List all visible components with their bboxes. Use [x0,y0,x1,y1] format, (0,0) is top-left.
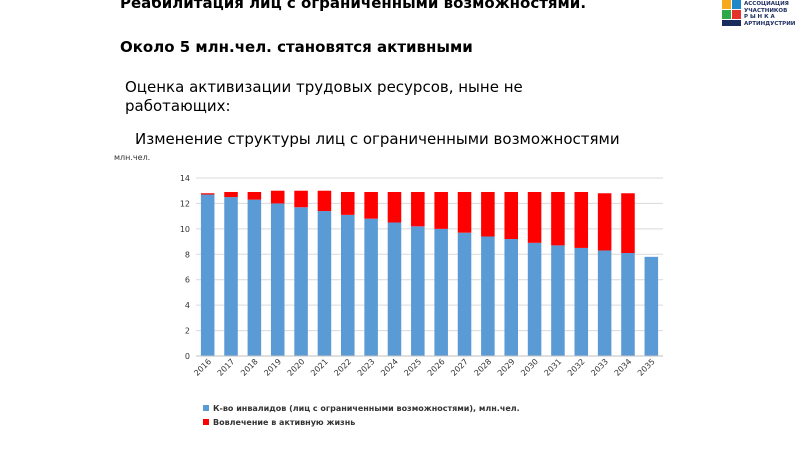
bar-disabled-count [457,232,472,356]
bar-disabled-count [597,250,612,356]
x-tick-label: 2018 [239,357,260,378]
x-tick-label: 2034 [613,357,634,378]
x-tick-label: 2023 [356,357,377,378]
x-tick-label: 2027 [449,357,470,378]
bar-activation [551,191,565,246]
bar-disabled-count [434,228,448,356]
bar-disabled-count [644,256,659,356]
logo-text-line: АРТИНДУСТРИИ [744,20,796,27]
y-tick-label: 0 [185,352,190,361]
bar-disabled-count [247,199,262,356]
x-tick-label: 2024 [379,357,400,378]
bar-disabled-count [621,253,635,356]
page-subtitle: Около 5 млн.чел. становятся активными [120,38,473,56]
bar-disabled-count [270,203,285,356]
bar-disabled-count [481,236,495,356]
x-tick-label: 2020 [286,357,307,378]
bar-disabled-count [224,197,238,356]
bar-disabled-count [411,226,425,356]
bar-disabled-count [574,247,589,356]
bar-disabled-count [504,239,518,356]
bar-activation [247,191,262,200]
description-text: Оценка активизации трудовых ресурсов, ны… [125,78,523,115]
bar-activation [224,191,238,198]
bar-disabled-count [387,222,402,356]
logo-text-line: АССОЦИАЦИЯ [744,1,789,7]
y-tick-label: 14 [180,174,190,183]
bar-activation [364,191,378,219]
y-tick-label: 12 [180,199,190,208]
x-tick-label: 2033 [589,357,610,378]
bar-activation [457,191,472,233]
bar-disabled-count [317,211,332,356]
logo-text-line: УЧАСТНИКОВ [744,7,788,14]
chart-title: Изменение структуры лиц с ограниченными … [135,130,620,148]
bar-activation [411,191,425,227]
x-tick-label: 2028 [473,357,494,378]
bar-activation [481,191,495,237]
bar-activation [574,191,589,248]
page-title: Реабилитация лиц с ограниченными возможн… [120,0,587,12]
bar-disabled-count [341,214,355,356]
bar-disabled-count [551,245,565,356]
bar-disabled-count [527,242,542,356]
y-tick-label: 10 [180,225,190,234]
x-tick-label: 2026 [426,357,447,378]
y-axis-label: млн.чел. [114,153,151,162]
bar-activation [597,193,612,251]
association-logo: АССОЦИАЦИЯ УЧАСТНИКОВ Р Ы Н К А АРТИНДУС… [722,0,800,30]
bar-activation [387,191,402,223]
x-tick-label: 2029 [496,357,517,378]
bar-activation [200,193,215,195]
bar-activation [317,190,332,212]
bar-activation [341,191,355,215]
legend-label: К-во инвалидов (лиц с ограниченными возм… [213,404,520,413]
bar-disabled-count [294,207,308,356]
bar-activation [504,191,518,240]
y-tick-label: 2 [185,327,190,336]
x-tick-label: 2032 [566,357,587,378]
y-tick-label: 6 [185,276,190,285]
x-tick-label: 2022 [332,357,353,378]
x-tick-label: 2016 [192,357,213,378]
y-tick-label: 4 [185,301,190,310]
x-tick-label: 2035 [636,357,657,378]
logo-text-line: Р Ы Н К А [744,14,775,20]
x-tick-label: 2017 [216,357,237,378]
logo-tiles-icon [722,0,742,28]
bar-activation [621,193,635,254]
bar-activation [527,191,542,243]
bar-disabled-count [364,218,378,356]
x-tick-label: 2021 [309,357,330,378]
x-tick-label: 2025 [402,357,423,378]
x-tick-label: 2019 [262,357,283,378]
y-tick-label: 8 [185,250,190,259]
bar-activation [294,190,308,208]
bar-activation [270,190,285,204]
legend-swatch-blue [203,405,209,411]
x-tick-label: 2031 [543,357,564,378]
legend-swatch-red [203,419,209,425]
bar-disabled-count [200,194,215,356]
bar-activation [434,191,448,229]
x-tick-label: 2030 [519,357,540,378]
legend-label: Вовлечение в активную жизнь [213,418,356,427]
